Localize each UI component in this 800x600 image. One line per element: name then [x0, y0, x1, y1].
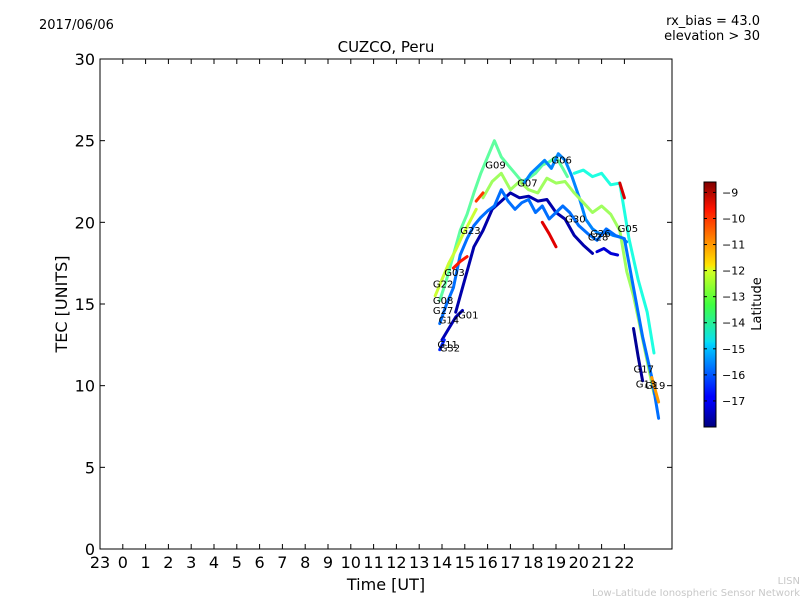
satellite-label: G03	[444, 268, 464, 279]
x-tick-label: 4	[209, 553, 219, 572]
satellite-label: G07	[517, 178, 537, 189]
x-tick-label: 10	[341, 553, 361, 572]
y-axis-label: TEC [UNITS]	[52, 256, 71, 354]
series-line-g23	[438, 188, 661, 420]
satellite-label: G23	[460, 226, 480, 237]
colorbar-label: Latitude	[750, 277, 765, 331]
satellite-label: G01	[458, 311, 478, 322]
x-tick-label: 9	[323, 553, 333, 572]
x-tick-label: 7	[277, 553, 287, 572]
x-tick-label: 6	[255, 553, 265, 572]
satellite-label: G28	[588, 232, 608, 243]
rx-bias-label: rx_bias = 43.0	[666, 14, 760, 29]
satellite-label: G08	[433, 296, 453, 307]
colorbar-tick-label: −17	[722, 395, 745, 408]
receiver-info: rx_bias = 43.0 elevation > 30	[664, 14, 760, 44]
satellite-label: G11	[437, 340, 457, 351]
x-tick-label: 0	[118, 553, 128, 572]
satellite-label: G30	[565, 214, 585, 225]
x-tick-label: 20	[569, 553, 589, 572]
series-line-g26	[540, 220, 558, 249]
x-tick-label: 8	[300, 553, 310, 572]
series-line-g03	[451, 255, 469, 270]
satellite-label: G09	[485, 160, 505, 171]
x-tick-label: 16	[477, 553, 497, 572]
colorbar-tick-label: −14	[722, 317, 745, 330]
satellite-label: G32	[440, 343, 460, 354]
x-tick-label: 18	[523, 553, 543, 572]
series-line-g19	[650, 376, 661, 404]
x-tick-label: 14	[432, 553, 452, 572]
elevation-label: elevation > 30	[664, 29, 760, 44]
satellite-label: G19	[645, 381, 665, 392]
satellite-label: G06	[551, 156, 571, 167]
x-tick-label: 3	[186, 553, 196, 572]
x-tick-label: 13	[409, 553, 429, 572]
series-line-g05	[572, 168, 656, 355]
colorbar	[703, 181, 717, 428]
y-tick-label: 10	[75, 377, 95, 396]
y-tick-label: 0	[85, 540, 95, 559]
series-line-g01	[440, 309, 464, 342]
x-axis-label: Time [UT]	[346, 575, 425, 594]
x-tick-label: 1	[141, 553, 151, 572]
x-tick-label: 12	[386, 553, 406, 572]
colorbar-tick-label: −9	[722, 186, 738, 199]
satellite-label: G17	[634, 365, 654, 376]
x-tick-label: 21	[591, 553, 611, 572]
credit-short: LISN	[777, 576, 800, 587]
chart-title: CUZCO, Peru	[338, 38, 435, 56]
y-tick-label: 30	[75, 50, 95, 69]
credit: LISN Low-Latitude Ionospheric Sensor Net…	[592, 576, 800, 600]
series-line-g22	[433, 207, 478, 298]
date-label: 2017/06/06	[39, 18, 114, 33]
series-line-g30	[454, 191, 594, 314]
x-tick-label: 17	[500, 553, 520, 572]
satellite-label: G22	[433, 280, 453, 291]
y-tick-label: 5	[85, 458, 95, 477]
x-tick-label: 23	[90, 553, 110, 572]
colorbar-tick-label: −15	[722, 343, 745, 356]
series-line-g06	[522, 152, 629, 244]
series-line-g05b	[618, 181, 626, 200]
plot-frame	[99, 58, 673, 550]
y-tick-label: 20	[75, 213, 95, 232]
series-line-g17	[632, 327, 645, 383]
satellite-label: G27	[433, 306, 453, 317]
series-line-g03b	[474, 191, 485, 203]
series-line-g28	[595, 247, 620, 257]
colorbar-tick-label: −10	[722, 212, 745, 225]
colorbar-tick-label: −16	[722, 369, 745, 382]
satellite-label: G14	[439, 316, 459, 327]
credit-long: Low-Latitude Ionospheric Sensor Network	[592, 588, 800, 599]
satellite-label: G26	[590, 229, 610, 240]
colorbar-tick-label: −11	[722, 239, 745, 252]
series-line-g11	[438, 338, 446, 352]
x-tick-label: 2	[163, 553, 173, 572]
x-tick-label: 5	[232, 553, 242, 572]
satellite-label: G05	[618, 224, 638, 235]
x-tick-label: 22	[614, 553, 634, 572]
x-tick-label: 11	[363, 553, 383, 572]
colorbar-tick-label: −12	[722, 265, 745, 278]
satellite-label: G13	[636, 379, 656, 390]
x-tick-label: 15	[455, 553, 475, 572]
colorbar-tick-label: −13	[722, 291, 745, 304]
y-tick-label: 15	[75, 295, 95, 314]
series-line-g07	[481, 171, 656, 396]
y-tick-label: 25	[75, 132, 95, 151]
x-tick-label: 19	[546, 553, 566, 572]
